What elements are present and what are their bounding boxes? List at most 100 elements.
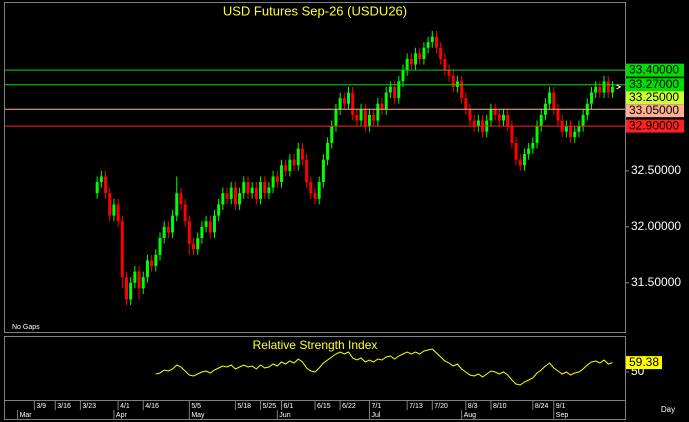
- candle-body: [401, 70, 405, 82]
- candle-body: [430, 36, 434, 43]
- level-label-box: [626, 91, 684, 105]
- candle-body: [573, 131, 577, 138]
- candle-body: [355, 114, 359, 121]
- x-tick-label: 6/1: [283, 403, 293, 410]
- candle-body: [510, 126, 514, 143]
- candle-body: [187, 221, 191, 244]
- y-tick-label: 32.50000: [631, 163, 681, 177]
- candle-body: [275, 176, 279, 183]
- candle-body: [342, 98, 346, 104]
- candle-body: [443, 58, 447, 71]
- candle-body: [464, 98, 468, 110]
- x-tick-label: 5/18: [237, 403, 251, 410]
- candle-body: [292, 159, 296, 166]
- candle-body: [116, 204, 120, 222]
- x-tick-label: 8/3: [468, 403, 478, 410]
- y-tick-label: 31.50000: [631, 275, 681, 289]
- candle-body: [254, 187, 258, 199]
- candle-body: [594, 86, 598, 93]
- x-tick-label: 8/10: [493, 403, 507, 410]
- candle-body: [472, 120, 476, 127]
- candle-body: [279, 165, 283, 183]
- candle-body: [145, 260, 149, 278]
- candle-body: [527, 148, 531, 155]
- x-tick-label: 3/23: [82, 403, 96, 410]
- candle-body: [502, 114, 506, 121]
- x-tick-label: 4/16: [145, 403, 159, 410]
- candle-body: [397, 81, 401, 99]
- candle-body: [418, 53, 422, 59]
- level-label: 33.05000: [629, 103, 679, 117]
- level-label: 33.40000: [629, 62, 679, 76]
- candle-body: [334, 109, 338, 127]
- candle-body: [367, 114, 371, 127]
- candle-body: [380, 103, 384, 110]
- candle-body: [321, 159, 325, 183]
- chart-title: USD Futures Sep-26 (USDU26): [223, 3, 407, 18]
- candle-body: [242, 182, 246, 194]
- candle-body: [150, 260, 154, 266]
- candle-body: [388, 86, 392, 93]
- x-tick-label: 5/5: [191, 403, 201, 410]
- annotation: No Gaps: [12, 324, 40, 331]
- level-label-box: [626, 119, 684, 133]
- candle-body: [434, 36, 438, 48]
- candle-body: [384, 92, 388, 110]
- candle-body: [606, 81, 610, 93]
- candle-body: [518, 159, 522, 166]
- candle-body: [493, 109, 497, 115]
- candle-body: [372, 114, 376, 121]
- candle-body: [326, 142, 330, 160]
- candle-body: [552, 92, 556, 110]
- candle-body: [300, 148, 304, 160]
- month-label: Mar: [20, 412, 33, 419]
- candle-body: [200, 226, 204, 238]
- x-tick-label: 6/15: [317, 403, 331, 410]
- candle-body: [313, 193, 317, 199]
- candle-body: [166, 226, 170, 233]
- x-tick-label: 3/9: [36, 403, 46, 410]
- candle-body: [158, 238, 162, 255]
- candle-body: [175, 193, 179, 216]
- candle-body: [610, 86, 614, 93]
- candle-body: [208, 221, 212, 233]
- month-label: Jul: [371, 412, 380, 419]
- candle-body: [296, 148, 300, 166]
- candle-body: [376, 103, 380, 121]
- candle-body: [539, 114, 543, 127]
- rsi-last-box: [626, 356, 662, 370]
- candle-body: [514, 142, 518, 160]
- level-label-box: [626, 63, 684, 77]
- rsi-last-label: 59.38: [629, 355, 659, 369]
- candle-body: [451, 75, 455, 87]
- date-axis: [4, 400, 626, 420]
- month-label: Apr: [116, 412, 128, 419]
- candle-body: [414, 53, 418, 65]
- y-tick-label: 32.00000: [631, 219, 681, 233]
- candle-body: [589, 92, 593, 104]
- rsi-title: Relative Strength Index: [253, 338, 378, 352]
- level-label: 33.27000: [629, 77, 679, 91]
- candle-body: [267, 187, 271, 194]
- candle-body: [439, 47, 443, 59]
- candle-body: [338, 98, 342, 110]
- candle-body: [522, 154, 526, 166]
- x-tick-label: 3/16: [57, 403, 71, 410]
- candle-body: [305, 159, 309, 183]
- level-label: 33.25000: [629, 90, 679, 104]
- level-label-box: [626, 78, 684, 92]
- x-tick-label: 7/20: [434, 403, 448, 410]
- candle-body: [204, 221, 208, 227]
- candle-body: [183, 204, 187, 222]
- x-axis-label: Day: [661, 405, 675, 414]
- candle-body: [405, 58, 409, 71]
- candle-body: [171, 215, 175, 233]
- candle-body: [259, 182, 263, 199]
- candle-body: [99, 176, 103, 183]
- x-tick-label: 9/1: [556, 403, 566, 410]
- candle-body: [141, 277, 145, 289]
- month-label: Aug: [464, 412, 477, 419]
- candle-body: [330, 126, 334, 143]
- candle-body: [250, 187, 254, 194]
